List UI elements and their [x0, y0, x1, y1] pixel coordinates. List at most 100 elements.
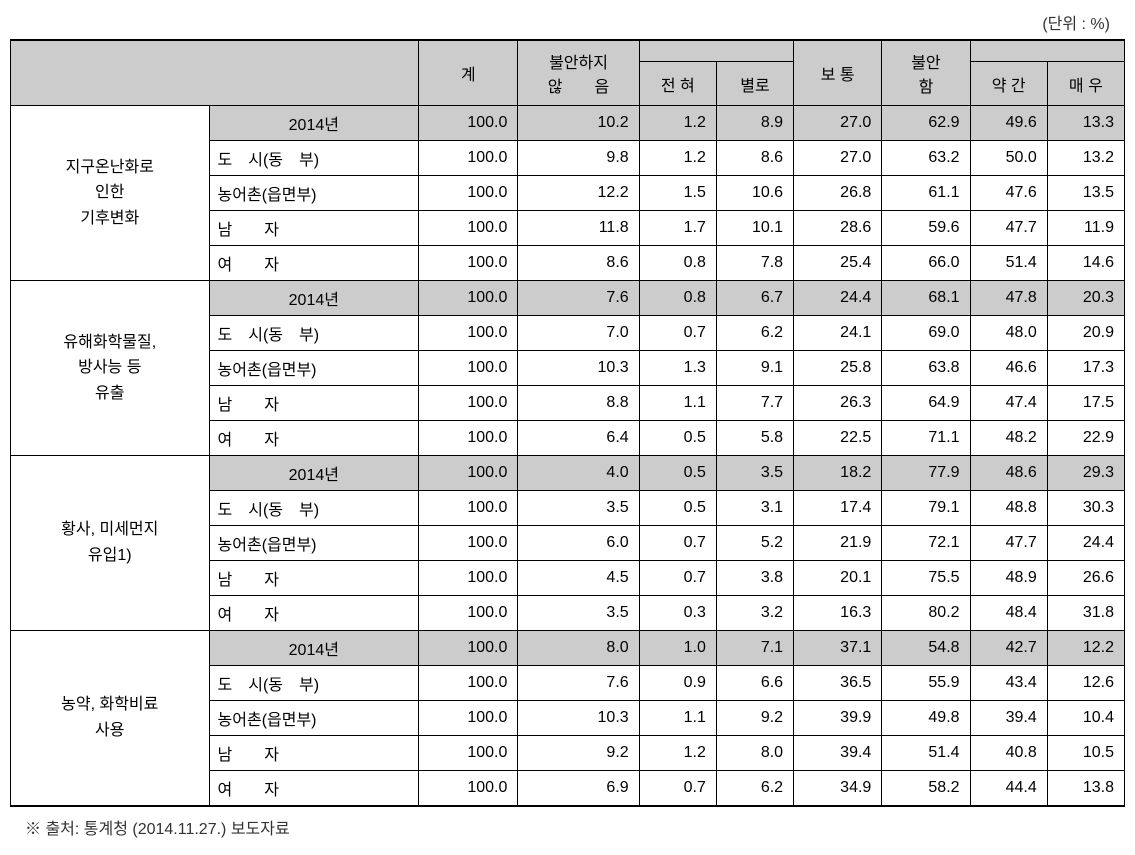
data-cell: 39.4	[794, 736, 882, 771]
data-cell: 100.0	[419, 666, 518, 701]
data-cell: 8.8	[518, 386, 639, 421]
data-cell: 11.9	[1047, 211, 1124, 246]
data-cell: 0.3	[639, 596, 716, 631]
data-cell: 58.2	[882, 771, 970, 807]
data-cell: 8.0	[518, 631, 639, 666]
sub-label: 2014년	[209, 281, 419, 316]
sub-label: 농어촌(읍면부)	[209, 701, 419, 736]
data-cell: 75.5	[882, 561, 970, 596]
header-somewhat: 약 간	[970, 62, 1047, 106]
data-cell: 26.8	[794, 176, 882, 211]
data-cell: 13.3	[1047, 106, 1124, 141]
data-cell: 100.0	[419, 701, 518, 736]
data-cell: 21.9	[794, 526, 882, 561]
sub-label: 농어촌(읍면부)	[209, 176, 419, 211]
data-cell: 7.7	[716, 386, 793, 421]
data-cell: 40.8	[970, 736, 1047, 771]
data-cell: 10.1	[716, 211, 793, 246]
data-cell: 0.8	[639, 281, 716, 316]
table-row: 농약, 화학비료사용2014년100.08.01.07.137.154.842.…	[11, 631, 1125, 666]
data-cell: 77.9	[882, 456, 970, 491]
data-cell: 100.0	[419, 351, 518, 386]
sub-label: 농어촌(읍면부)	[209, 526, 419, 561]
data-cell: 49.6	[970, 106, 1047, 141]
data-cell: 13.8	[1047, 771, 1124, 807]
data-cell: 100.0	[419, 386, 518, 421]
data-cell: 100.0	[419, 491, 518, 526]
data-cell: 12.2	[518, 176, 639, 211]
sub-label: 2014년	[209, 106, 419, 141]
data-cell: 18.2	[794, 456, 882, 491]
header-very: 매 우	[1047, 62, 1124, 106]
data-cell: 9.8	[518, 141, 639, 176]
header-anxious: 불안함	[882, 40, 970, 106]
sub-label: 2014년	[209, 631, 419, 666]
data-cell: 1.2	[639, 736, 716, 771]
data-cell: 37.1	[794, 631, 882, 666]
data-cell: 50.0	[970, 141, 1047, 176]
data-cell: 68.1	[882, 281, 970, 316]
header-not-at-all: 전 혀	[639, 62, 716, 106]
sub-label: 남 자	[209, 736, 419, 771]
data-cell: 63.8	[882, 351, 970, 386]
data-cell: 100.0	[419, 141, 518, 176]
data-cell: 0.5	[639, 421, 716, 456]
data-cell: 24.1	[794, 316, 882, 351]
source-note: ※ 출처: 통계청 (2014.11.27.) 보도자료	[25, 815, 1125, 839]
data-cell: 5.2	[716, 526, 793, 561]
data-cell: 61.1	[882, 176, 970, 211]
data-cell: 7.6	[518, 666, 639, 701]
data-cell: 9.2	[716, 701, 793, 736]
data-cell: 100.0	[419, 421, 518, 456]
data-cell: 10.6	[716, 176, 793, 211]
data-cell: 5.8	[716, 421, 793, 456]
sub-label: 도 시(동 부)	[209, 491, 419, 526]
data-cell: 100.0	[419, 246, 518, 281]
sub-label: 도 시(동 부)	[209, 666, 419, 701]
data-cell: 39.4	[970, 701, 1047, 736]
sub-label: 여 자	[209, 771, 419, 807]
table-row: 황사, 미세먼지유입1)2014년100.04.00.53.518.277.94…	[11, 456, 1125, 491]
category-label: 유해화학물질,방사능 등유출	[11, 281, 210, 456]
data-cell: 3.1	[716, 491, 793, 526]
data-cell: 6.4	[518, 421, 639, 456]
data-cell: 22.9	[1047, 421, 1124, 456]
data-cell: 36.5	[794, 666, 882, 701]
data-cell: 7.1	[716, 631, 793, 666]
data-cell: 12.2	[1047, 631, 1124, 666]
data-cell: 24.4	[794, 281, 882, 316]
data-cell: 59.6	[882, 211, 970, 246]
sub-label: 여 자	[209, 421, 419, 456]
data-cell: 27.0	[794, 141, 882, 176]
header-total: 계	[419, 40, 518, 106]
data-cell: 24.4	[1047, 526, 1124, 561]
data-cell: 30.3	[1047, 491, 1124, 526]
data-cell: 13.2	[1047, 141, 1124, 176]
data-cell: 71.1	[882, 421, 970, 456]
sub-label: 남 자	[209, 211, 419, 246]
data-cell: 11.8	[518, 211, 639, 246]
data-cell: 3.5	[518, 491, 639, 526]
data-cell: 1.5	[639, 176, 716, 211]
data-cell: 10.2	[518, 106, 639, 141]
data-cell: 1.0	[639, 631, 716, 666]
data-cell: 100.0	[419, 526, 518, 561]
data-cell: 29.3	[1047, 456, 1124, 491]
header-blank	[11, 40, 419, 106]
data-cell: 16.3	[794, 596, 882, 631]
data-cell: 6.9	[518, 771, 639, 807]
data-cell: 55.9	[882, 666, 970, 701]
category-label: 황사, 미세먼지유입1)	[11, 456, 210, 631]
sub-label: 2014년	[209, 456, 419, 491]
data-cell: 31.8	[1047, 596, 1124, 631]
data-cell: 3.5	[518, 596, 639, 631]
data-cell: 80.2	[882, 596, 970, 631]
data-cell: 54.8	[882, 631, 970, 666]
data-cell: 100.0	[419, 596, 518, 631]
sub-label: 여 자	[209, 596, 419, 631]
data-cell: 47.8	[970, 281, 1047, 316]
data-cell: 72.1	[882, 526, 970, 561]
sub-label: 여 자	[209, 246, 419, 281]
data-cell: 27.0	[794, 106, 882, 141]
data-cell: 7.6	[518, 281, 639, 316]
